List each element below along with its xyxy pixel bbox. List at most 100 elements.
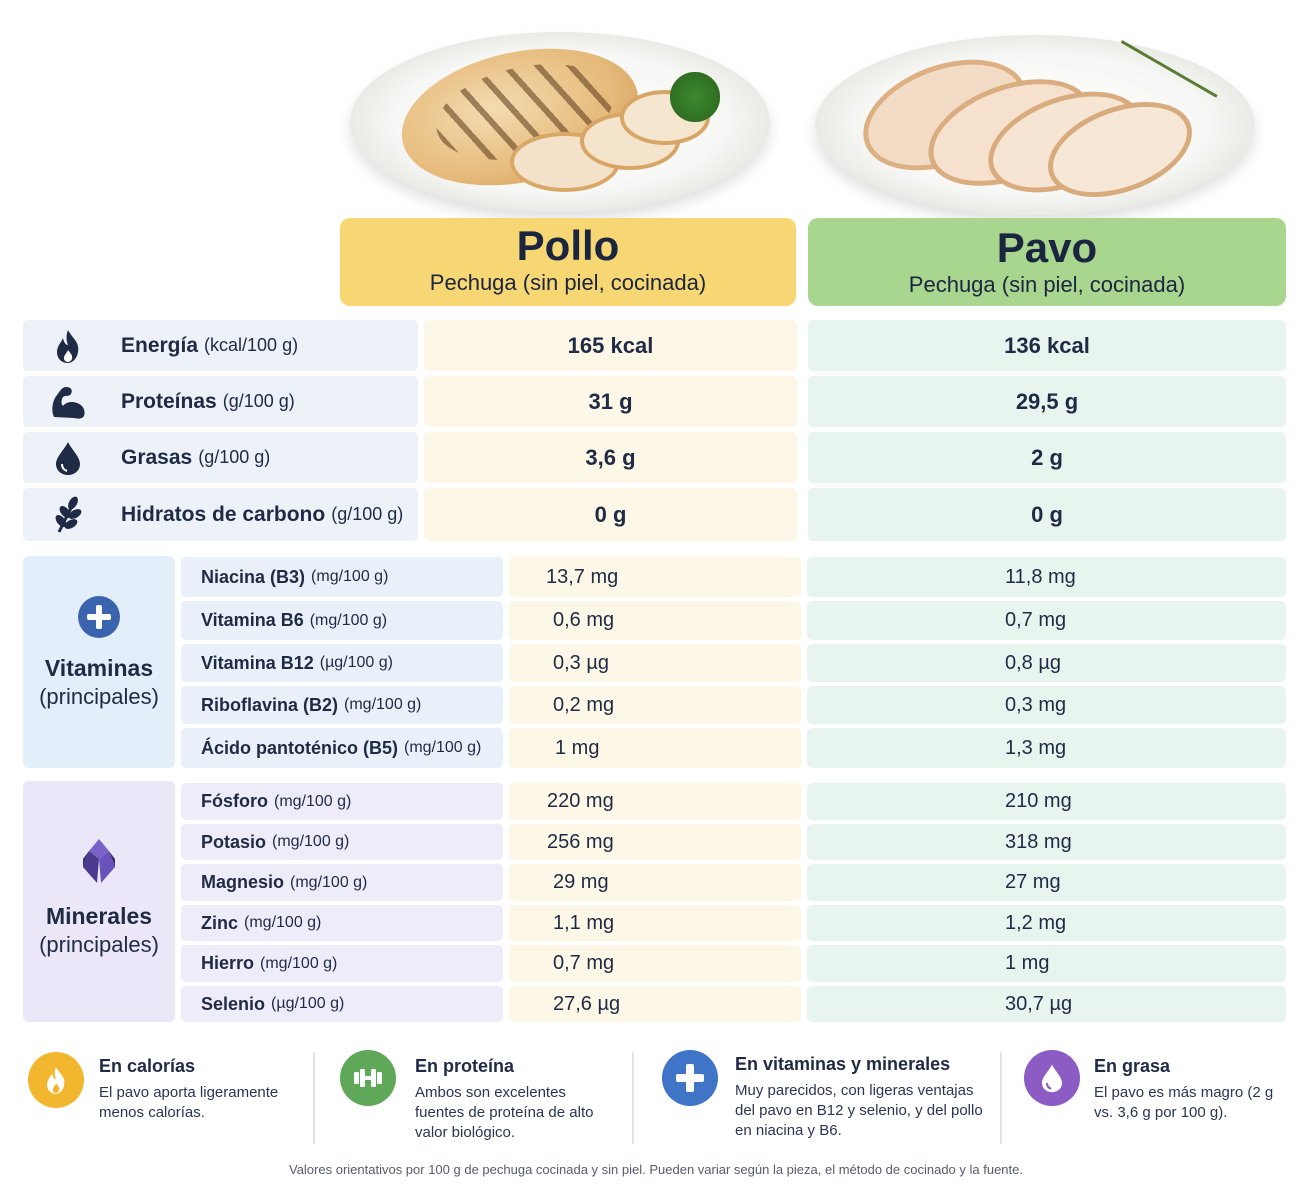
vitamin-row-label: Niacina (B3) (mg/100 g) xyxy=(181,557,503,597)
pollo-energia-value: 165 kcal xyxy=(424,320,797,371)
pollo-vitamin-value: 0,2 mg xyxy=(509,686,801,724)
mineral-unit: (mg/100 g) xyxy=(274,792,352,810)
mineral-unit: (mg/100 g) xyxy=(244,914,322,931)
pavo-mineral-value: 27 mg xyxy=(807,864,1286,901)
minerals-subtitle: (principales) xyxy=(39,932,159,957)
pollo-subtitle: Pechuga (sin piel, cocinada) xyxy=(429,270,707,295)
pavo-title: Pavo xyxy=(996,224,1098,271)
pollo-mineral-value: 29 mg xyxy=(509,864,801,901)
mineral-label: Hierro xyxy=(201,953,255,973)
mineral-label: Fósforo xyxy=(201,791,268,811)
vitamin-label: Riboflavina (B2) xyxy=(201,694,339,715)
crystal-icon xyxy=(79,837,119,887)
vitamins-title: Vitaminas xyxy=(44,655,154,681)
vitamin-unit: (mg/100 g) xyxy=(309,611,388,629)
vitamin-unit: (mg/100 g) xyxy=(344,696,422,713)
summary-text: El pavo aporta ligeramente menos caloría… xyxy=(99,1084,279,1121)
divider xyxy=(1000,1052,1002,1144)
pavo-vitamin-value: 0,3 mg xyxy=(807,686,1286,724)
pavo-mineral-value: 30,7 µg xyxy=(807,986,1286,1022)
vitamin-label: Vitamina B12 xyxy=(201,652,314,673)
mineral-row-label: Zinc (mg/100 g) xyxy=(181,905,503,941)
summary-title: En grasa xyxy=(1094,1056,1171,1076)
summary-calorias: En calorías El pavo aporta ligeramente m… xyxy=(28,1050,303,1150)
pavo-energia-value: 136 kcal xyxy=(808,320,1286,371)
macro-row-label: Proteínas (g/100 g) xyxy=(23,376,418,427)
mineral-label: Potasio xyxy=(201,831,267,852)
summary-title: En proteína xyxy=(415,1056,515,1076)
pollo-mineral-value: 1,1 mg xyxy=(509,905,801,941)
macro-unit: (g/100 g) xyxy=(222,391,295,411)
macro-row-label: Hidratos de carbono (g/100 g) xyxy=(23,488,418,541)
pollo-mineral-value: 220 mg xyxy=(509,783,801,820)
mineral-unit: (µg/100 g) xyxy=(271,995,345,1012)
macro-unit: (g/100 g) xyxy=(198,447,271,467)
pavo-vitamin-value: 0,8 µg xyxy=(807,644,1286,682)
flame-icon xyxy=(28,1052,84,1108)
pavo-mineral-value: 318 mg xyxy=(807,824,1286,860)
summary-vitaminas-minerales: En vitaminas y minerales Muy parecidos, … xyxy=(662,1048,992,1148)
flame-icon xyxy=(33,328,103,364)
summary-grasa: En grasa El pavo es más magro (2 g vs. 3… xyxy=(1024,1050,1294,1150)
pollo-mineral-value: 256 mg xyxy=(509,824,801,860)
vitamin-row-label: Riboflavina (B2) (mg/100 g) xyxy=(181,686,503,724)
mineral-unit: (mg/100 g) xyxy=(260,954,338,972)
pollo-vitamin-value: 13,7 mg xyxy=(509,557,801,597)
mineral-unit: (mg/100 g) xyxy=(290,873,368,891)
macro-label-proteinas: Proteínas xyxy=(121,389,217,413)
plus-icon xyxy=(662,1050,718,1106)
macro-label-energia: Energía xyxy=(121,333,199,357)
mineral-row-label: Hierro (mg/100 g) xyxy=(181,945,503,982)
pavo-grasas-value: 2 g xyxy=(808,432,1286,483)
divider xyxy=(632,1052,634,1144)
pavo-subtitle: Pechuga (sin piel, cocinada) xyxy=(908,272,1186,297)
minerals-title: Minerales xyxy=(45,903,153,929)
mineral-label: Selenio xyxy=(201,993,266,1014)
pollo-title: Pollo xyxy=(516,222,620,269)
footnote: Valores orientativos por 100 g de pechug… xyxy=(288,1162,1023,1177)
pavo-proteinas-value: 29,5 g xyxy=(808,376,1286,427)
pollo-proteinas-value: 31 g xyxy=(424,376,797,427)
pavo-header: Pavo Pechuga (sin piel, cocinada) xyxy=(808,218,1286,306)
pollo-vitamin-value: 0,3 µg xyxy=(509,644,801,682)
vitamin-label: Ácido pantoténico (B5) xyxy=(201,737,398,758)
pavo-mineral-value: 1 mg xyxy=(807,945,1286,982)
dumbbell-icon xyxy=(340,1050,396,1106)
summary-text: Muy parecidos, con ligeras ventajas del … xyxy=(735,1082,983,1139)
vitamin-unit: (mg/100 g) xyxy=(404,739,482,756)
drop-icon xyxy=(33,440,103,476)
mineral-label: Magnesio xyxy=(201,872,285,892)
pavo-vitamin-value: 0,7 mg xyxy=(807,601,1286,640)
vitamin-label: Vitamina B6 xyxy=(201,610,304,630)
pollo-mineral-value: 0,7 mg xyxy=(509,945,801,982)
vitamin-unit: (mg/100 g) xyxy=(311,568,389,585)
pollo-header: Pollo Pechuga (sin piel, cocinada) xyxy=(340,218,796,306)
pollo-mineral-value: 27,6 µg xyxy=(509,986,801,1022)
minerals-group: Minerales (principales) xyxy=(23,781,175,1022)
pavo-mineral-value: 1,2 mg xyxy=(807,905,1286,941)
plus-circle-icon xyxy=(78,596,120,638)
mineral-unit: (mg/100 g) xyxy=(272,833,350,850)
pollo-grasas-value: 3,6 g xyxy=(424,432,797,483)
macro-label-grasas: Grasas xyxy=(121,445,193,469)
vitamin-row-label: Vitamina B6 (mg/100 g) xyxy=(181,601,503,640)
macro-unit: (g/100 g) xyxy=(331,504,404,524)
pollo-vitamin-value: 1 mg xyxy=(509,728,801,768)
vitamins-subtitle: (principales) xyxy=(39,684,159,709)
macro-label-hidratos: Hidratos de carbono xyxy=(121,502,326,526)
summary-proteina: En proteína Ambos son excelentes fuentes… xyxy=(340,1050,620,1150)
mineral-row-label: Selenio (µg/100 g) xyxy=(181,986,503,1022)
muscle-icon xyxy=(33,383,103,421)
wheat-icon xyxy=(33,496,103,534)
divider xyxy=(313,1052,315,1144)
mineral-row-label: Magnesio (mg/100 g) xyxy=(181,864,503,901)
macro-row-label: Grasas (g/100 g) xyxy=(23,432,418,483)
turkey-plate-image xyxy=(815,35,1255,216)
chicken-plate-image xyxy=(350,28,770,212)
summary-text: El pavo es más magro (2 g vs. 3,6 g por … xyxy=(1094,1084,1274,1121)
mineral-row-label: Potasio (mg/100 g) xyxy=(181,824,503,860)
vitamin-row-label: Ácido pantoténico (B5) (mg/100 g) xyxy=(181,728,503,768)
pavo-hidratos-value: 0 g xyxy=(808,488,1286,541)
pavo-vitamin-value: 11,8 mg xyxy=(807,557,1286,597)
summary-text: Ambos son excelentes fuentes de proteína… xyxy=(415,1084,594,1141)
